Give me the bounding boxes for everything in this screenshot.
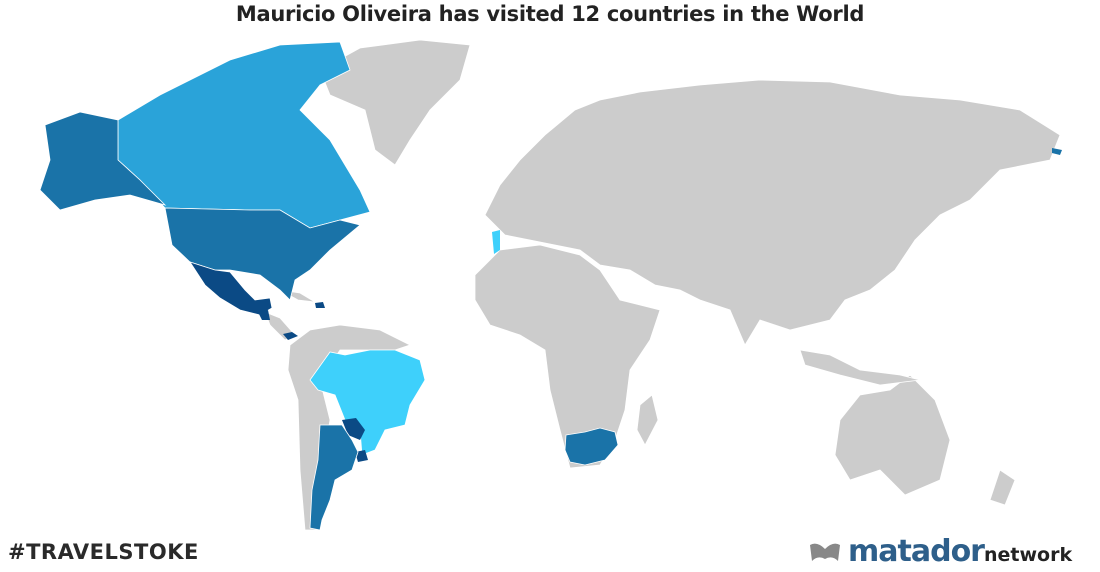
country-panama	[283, 332, 298, 340]
country-brazil	[309, 349, 426, 456]
page-title: Mauricio Oliveira has visited 12 countri…	[235, 2, 865, 26]
eurasia	[484, 79, 1061, 346]
country-south-africa	[564, 427, 619, 466]
australia	[834, 374, 951, 496]
country-uruguay	[355, 450, 368, 462]
country-guatemala	[258, 310, 270, 320]
logo-brand: matador	[848, 534, 985, 569]
country-portugal	[492, 230, 500, 254]
country-dominican-republic	[315, 302, 325, 308]
country-paraguay	[342, 418, 365, 440]
matador-logo-icon	[810, 543, 840, 561]
matador-network-logo: matador network	[808, 534, 1072, 569]
madagascar	[636, 394, 659, 446]
country-mexico	[189, 261, 273, 316]
greenland	[319, 39, 471, 166]
hashtag-label: #TRAVELSTOKE	[8, 540, 199, 564]
country-argentina	[309, 424, 359, 531]
country-usa-aleutians	[1052, 148, 1062, 155]
logo-suffix: network	[983, 544, 1073, 566]
new-zealand	[989, 469, 1016, 506]
country-usa-alaska	[39, 111, 167, 211]
africa	[474, 244, 661, 469]
indonesia	[799, 349, 921, 386]
